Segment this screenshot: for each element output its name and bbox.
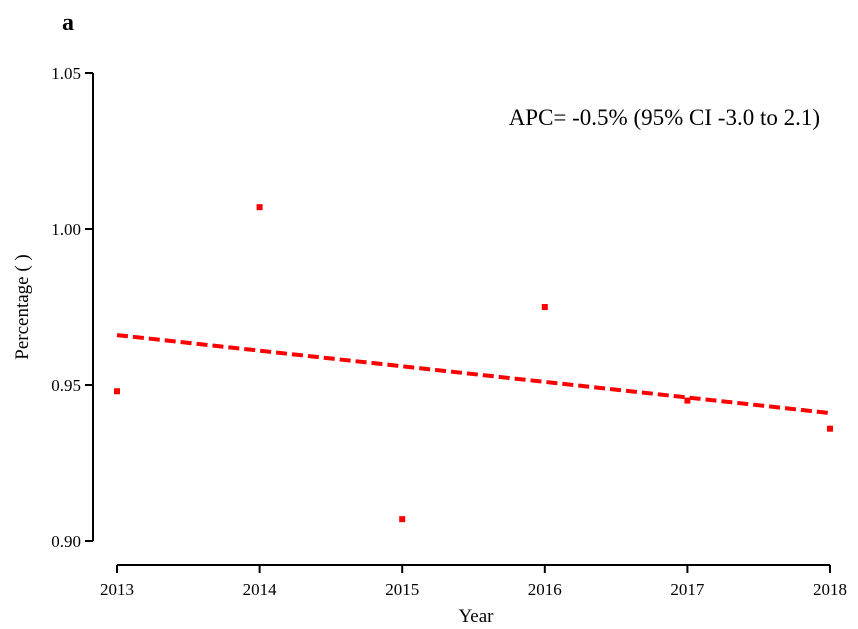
trend-line <box>116 333 831 416</box>
apc-annotation: APC= -0.5% (95% CI -3.0 to 2.1) <box>509 105 820 130</box>
series-layer <box>114 204 833 523</box>
x-tick-label: 2015 <box>385 580 419 599</box>
data-point <box>541 304 548 310</box>
data-point <box>114 388 120 395</box>
data-point <box>827 425 833 432</box>
x-tick-label: 2013 <box>100 580 134 599</box>
y-ticks: 0.90 0.95 1.00 1.05 <box>51 64 93 551</box>
data-point <box>684 397 691 404</box>
x-ticks: 2013 2014 2015 2016 2017 2018 <box>100 565 847 599</box>
data-point <box>256 204 263 211</box>
y-tick-label: 0.95 <box>51 376 81 395</box>
x-tick-label: 2014 <box>243 580 278 599</box>
y-tick-label: 1.00 <box>51 220 81 239</box>
panel-label: a <box>62 10 74 36</box>
x-axis-title: Year <box>458 606 494 627</box>
y-tick-label: 1.05 <box>51 64 81 83</box>
y-tick-label: 0.90 <box>51 532 81 551</box>
x-tick-label: 2018 <box>813 580 847 599</box>
data-point <box>399 516 406 523</box>
axes: 2013 2014 2015 2016 2017 2018 0.90 0.95 1.00 1.0… <box>51 64 847 599</box>
x-tick-label: 2017 <box>670 580 705 599</box>
x-tick-label: 2016 <box>528 580 562 599</box>
y-axis-title: Percentage ( ) <box>12 254 33 360</box>
